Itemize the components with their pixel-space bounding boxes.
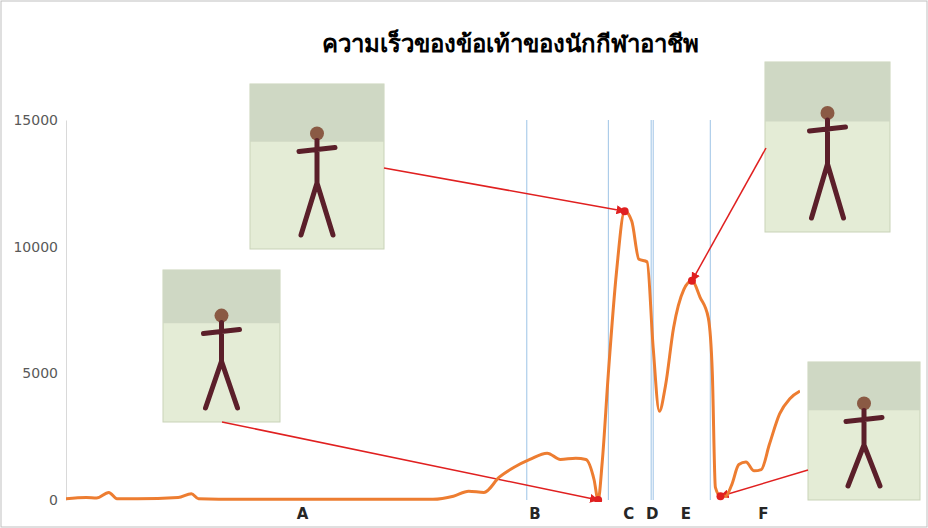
photo: [765, 62, 890, 232]
phase-lines: [527, 120, 711, 500]
plot-area: [66, 207, 800, 502]
line: [66, 211, 800, 500]
photo-background: [250, 84, 384, 142]
phase-label: B: [529, 505, 540, 523]
highlight-point: [688, 277, 696, 285]
y-tick-label: 5000: [22, 365, 58, 381]
y-tick: 15000: [13, 112, 66, 128]
highlight-point: [621, 207, 629, 215]
photos: [163, 62, 920, 500]
phase-label: F: [758, 505, 768, 523]
photo-figure: [846, 410, 882, 486]
photo-figure: [810, 120, 846, 218]
y-axis: 0 5000 10000 15000: [13, 112, 66, 508]
phase-boundary: [608, 120, 609, 500]
chart-frame: [1, 1, 927, 527]
photo: [808, 362, 920, 500]
photo-background: [765, 62, 890, 122]
photo-background: [808, 362, 920, 410]
title: ความเร็วของข้อเท้าของนักกีฬาอาชีพ: [322, 29, 699, 58]
photo: [250, 84, 384, 249]
arrow: [222, 422, 598, 500]
phase-label: E: [681, 505, 691, 523]
photo-background: [163, 270, 280, 323]
arrows: [222, 148, 808, 500]
y-tick-label: 10000: [13, 239, 58, 255]
phase-boundary: [653, 120, 654, 500]
photo-figure: [299, 141, 335, 236]
y-tick: 5000: [22, 365, 66, 381]
phase-boundary: [710, 120, 711, 500]
y-axis-line: [66, 121, 67, 501]
chart: ความเร็วของข้อเท้าของนักกีฬาอาชีพ 0 5000 10…: [0, 0, 928, 528]
y-tick: 10000: [13, 239, 66, 255]
y-tick-label: 0: [49, 492, 58, 508]
photo-figure: [204, 323, 240, 408]
photo: [163, 270, 280, 422]
highlight-point: [716, 492, 724, 500]
phase-label: C: [623, 505, 634, 523]
y-tick: 0: [49, 492, 66, 508]
arrow: [384, 168, 625, 211]
highlight-point: [594, 496, 602, 502]
phase-labels: A B CD E F: [297, 505, 769, 523]
arrow: [692, 148, 766, 281]
phase-label: A: [297, 505, 309, 523]
y-tick-label: 15000: [13, 112, 58, 128]
phase-boundary: [526, 120, 527, 500]
phase-label: D: [646, 505, 658, 523]
